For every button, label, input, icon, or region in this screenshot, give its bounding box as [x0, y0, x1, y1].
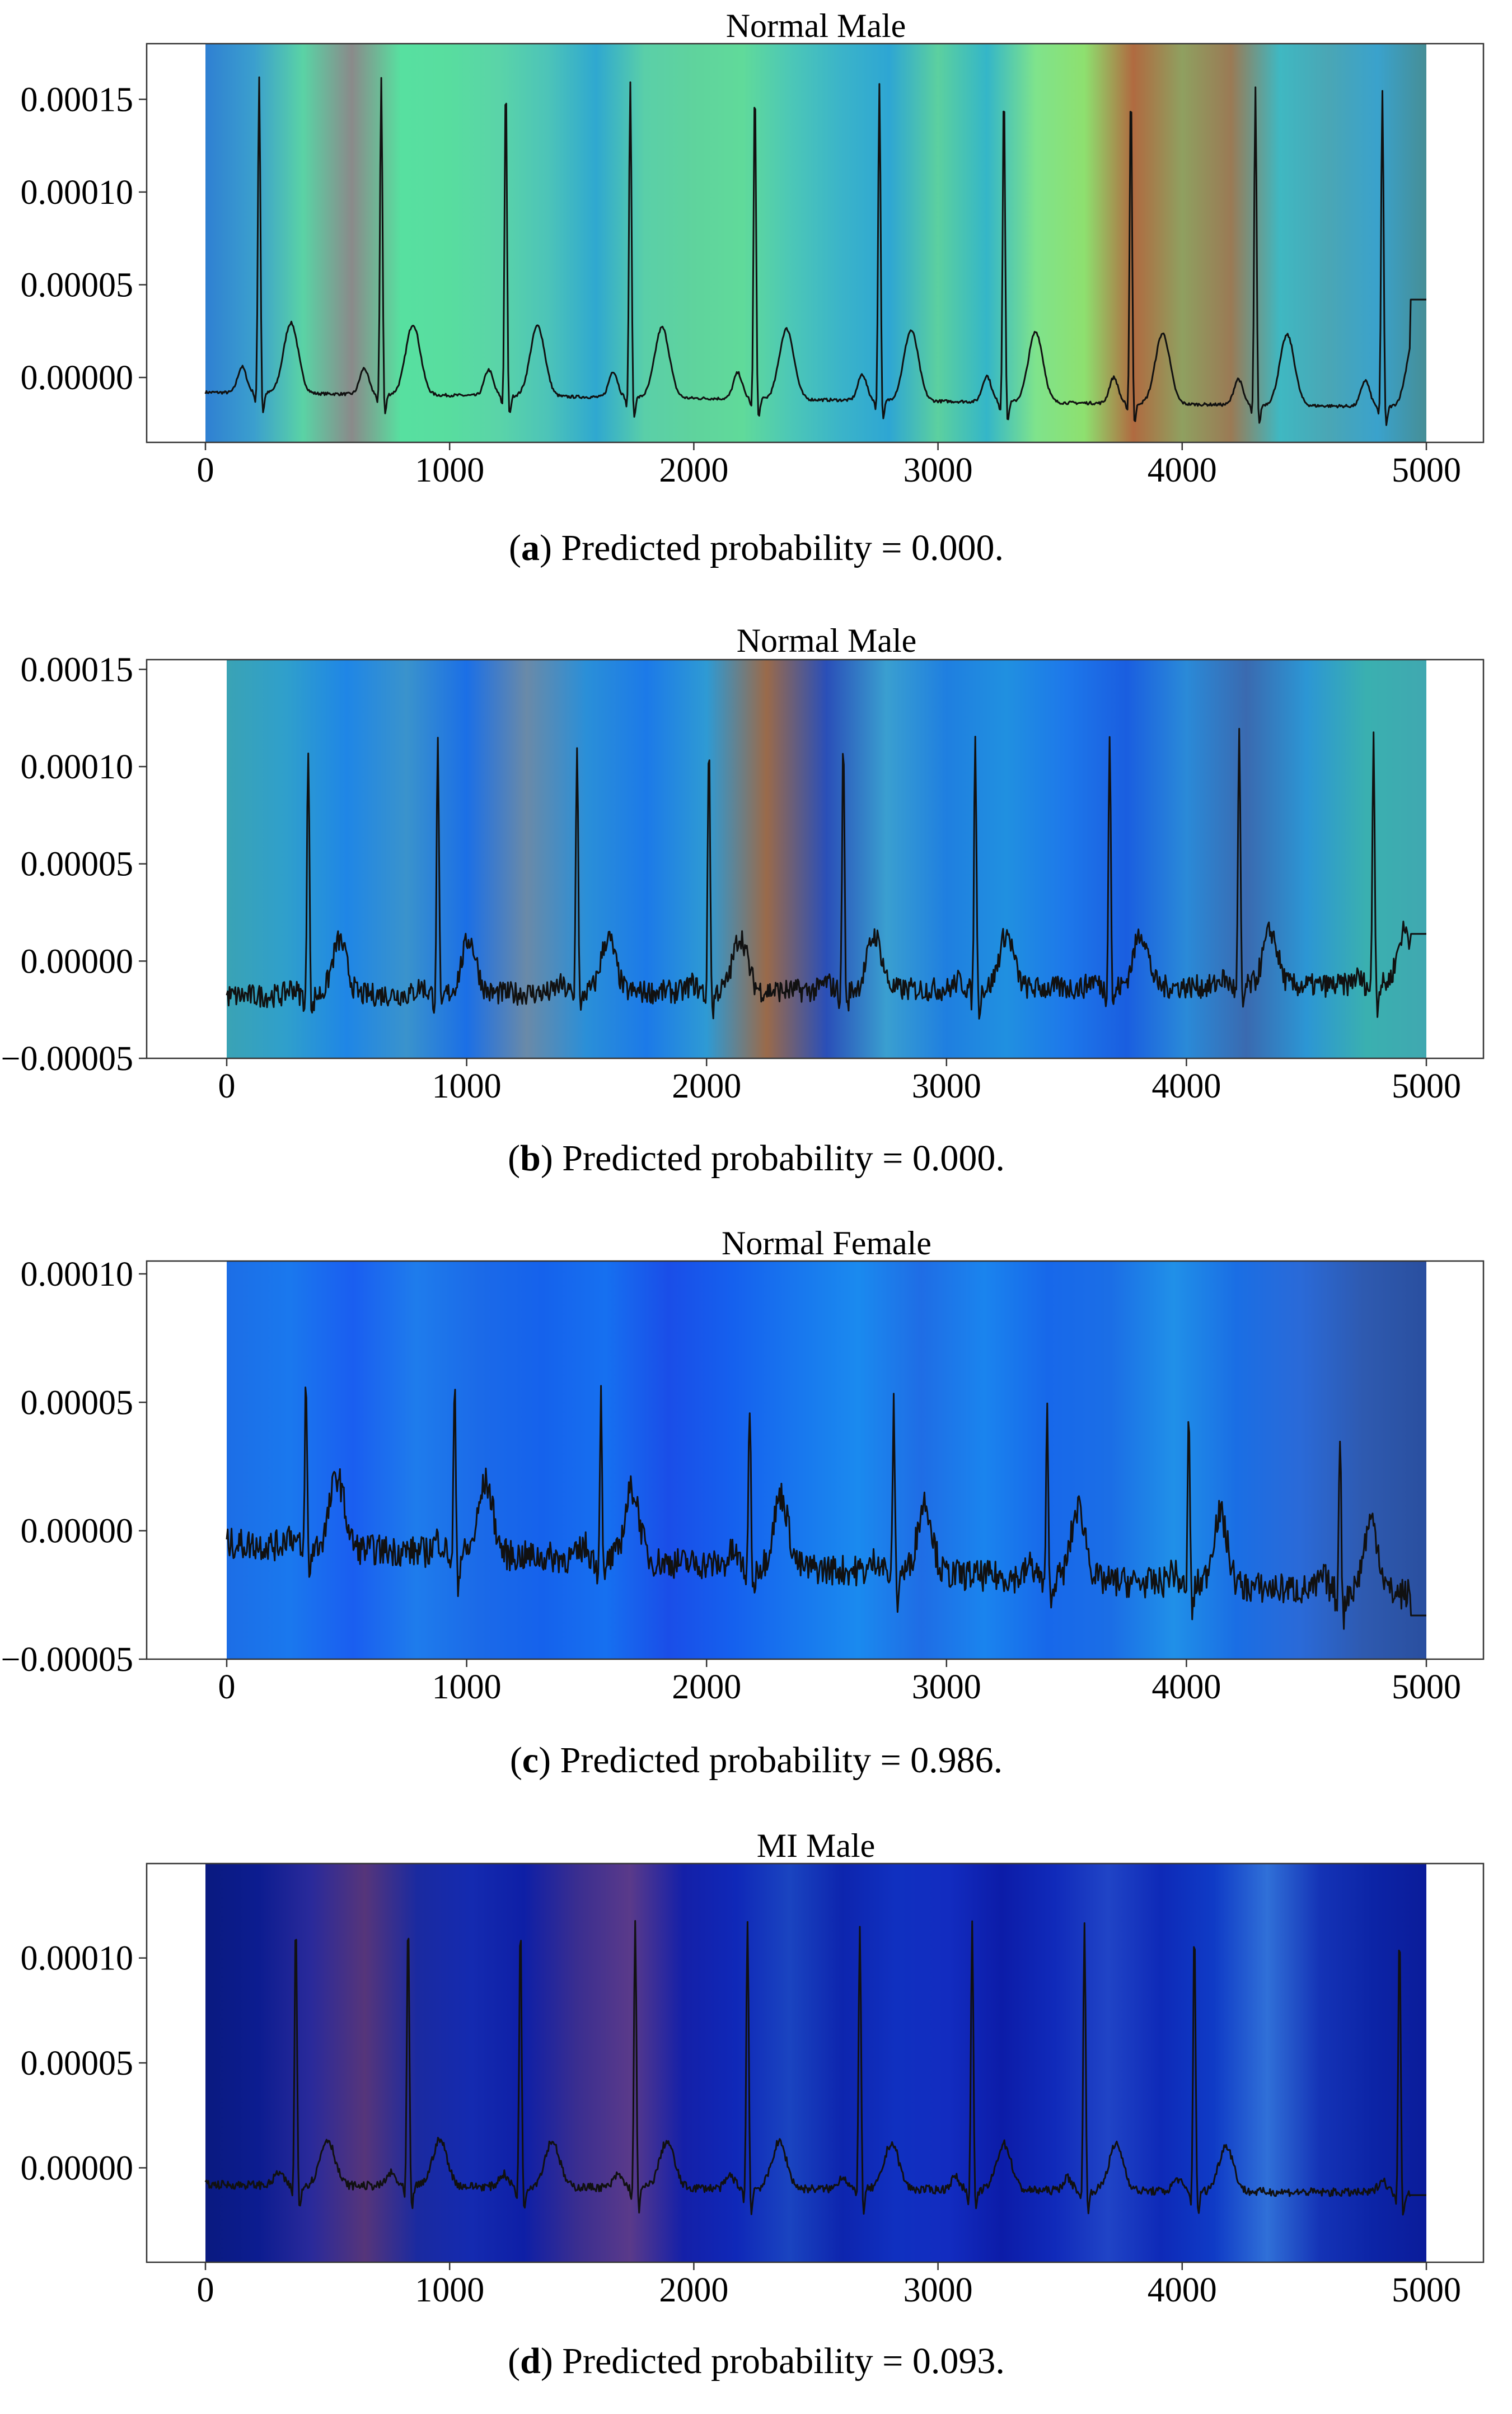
- caption-letter: d: [520, 2341, 541, 2382]
- heatmap-overlay: [227, 660, 1426, 1058]
- panel-b: Normal Male 0 1000 2000 3000 4000 5000 −0.00005…: [1, 622, 1485, 1179]
- x-tick-label: 4000: [1151, 1668, 1221, 1706]
- x-tick-label: 5000: [1392, 451, 1461, 489]
- y-tick-label: 0.00015: [21, 81, 134, 119]
- y-tick-label: 0.00000: [21, 359, 134, 397]
- axes-frame: [146, 659, 1485, 1059]
- panel-caption: (b) Predicted probability = 0.000.: [508, 1138, 1005, 1179]
- x-tick-label: 2000: [672, 1668, 741, 1706]
- x-tick-label: 2000: [672, 1067, 741, 1105]
- y-tick-label: 0.00010: [21, 1255, 134, 1294]
- panel-a: Normal Male 0 1000 2000 3000 4000 5000 0.00000 0…: [21, 7, 1485, 568]
- heatmap-overlay: [227, 1261, 1426, 1659]
- caption-text: Predicted probability = 0.000.: [552, 527, 1004, 568]
- y-tick-label: 0.00005: [21, 267, 134, 305]
- x-tick-label: 0: [197, 451, 214, 489]
- x-tick-label: 5000: [1392, 2271, 1461, 2309]
- caption-letter: c: [522, 1740, 539, 1781]
- panel-c: Normal Female 0 1000 2000 3000 4000 5000 −0.000…: [1, 1225, 1485, 1781]
- x-tick-label: 1000: [415, 2271, 484, 2309]
- x-tick-label: 0: [218, 1668, 236, 1706]
- x-tick-label: 0: [197, 2271, 214, 2309]
- panel-title: MI Male: [757, 1827, 876, 1864]
- x-tick-label: 4000: [1148, 2271, 1217, 2309]
- ecg-trace: [204, 76, 1426, 426]
- caption-text: Predicted probability = 0.986.: [551, 1740, 1003, 1781]
- x-tick-label: 3000: [912, 1067, 981, 1105]
- y-tick-label: 0.00005: [21, 1384, 134, 1422]
- x-tick-label: 1000: [432, 1067, 502, 1105]
- caption-letter: a: [521, 527, 540, 568]
- panel-caption: (c) Predicted probability = 0.986.: [510, 1740, 1003, 1781]
- x-tick-label: 3000: [912, 1668, 981, 1706]
- panel-caption: (d) Predicted probability = 0.093.: [508, 2341, 1005, 2382]
- caption-letter: b: [520, 1138, 541, 1179]
- x-tick-label: 1000: [415, 451, 484, 489]
- y-tick-label: 0.00010: [21, 1940, 134, 1978]
- y-tick-label: 0.00000: [21, 1512, 134, 1551]
- y-tick-label: 0.00015: [21, 651, 134, 689]
- y-tick-label: −0.00005: [1, 1641, 133, 1679]
- x-tick-label: 2000: [659, 2271, 728, 2309]
- panel-title: Normal Male: [737, 622, 917, 659]
- x-tick-label: 4000: [1148, 451, 1217, 489]
- y-tick-label: 0.00005: [21, 2044, 134, 2083]
- panel-title: Normal Male: [726, 7, 906, 44]
- x-tick-label: 5000: [1392, 1067, 1461, 1105]
- y-tick-label: 0.00010: [21, 174, 134, 212]
- heatmap-overlay: [205, 1864, 1426, 2262]
- x-tick-label: 0: [218, 1067, 236, 1105]
- ecg-trace: [204, 1920, 1426, 2216]
- y-tick-label: 0.00000: [21, 942, 134, 980]
- x-tick-label: 1000: [432, 1668, 502, 1706]
- x-tick-label: 2000: [659, 451, 728, 489]
- y-tick-label: 0.00005: [21, 846, 134, 884]
- y-tick-label: 0.00010: [21, 748, 134, 786]
- panel-d: MI Male 0 1000 2000 3000 4000 5000 0.00000 0.000…: [21, 1827, 1485, 2382]
- panel-title: Normal Female: [722, 1225, 931, 1262]
- axes-frame: [146, 43, 1485, 443]
- y-tick-label: −0.00005: [1, 1040, 133, 1078]
- x-tick-label: 3000: [904, 451, 973, 489]
- y-tick-label: 0.00000: [21, 2149, 134, 2187]
- panel-caption: (a) Predicted probability = 0.000.: [509, 527, 1004, 568]
- caption-text: Predicted probability = 0.000.: [553, 1138, 1005, 1179]
- ecg-trace: [226, 727, 1426, 1020]
- x-tick-label: 3000: [904, 2271, 973, 2309]
- x-tick-label: 4000: [1151, 1067, 1221, 1105]
- ecg-trace: [226, 1385, 1426, 1630]
- heatmap-overlay: [205, 44, 1426, 442]
- x-tick-label: 5000: [1392, 1668, 1461, 1706]
- caption-text: Predicted probability = 0.093.: [553, 2341, 1005, 2382]
- axes-frame: [146, 1260, 1485, 1660]
